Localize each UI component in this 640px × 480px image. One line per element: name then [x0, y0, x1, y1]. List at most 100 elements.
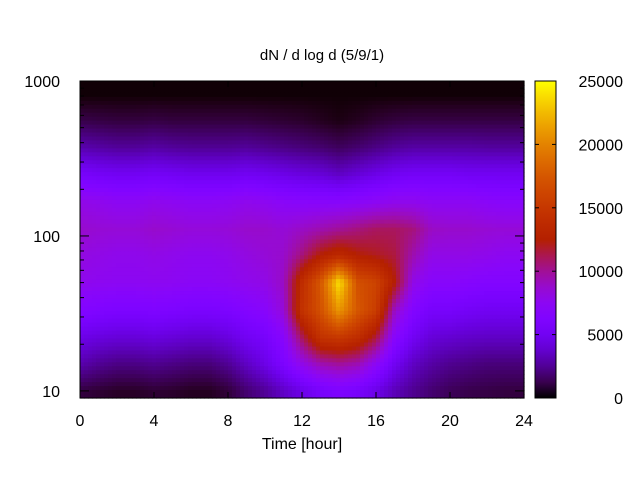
- heatmap-cell: [352, 160, 357, 165]
- heatmap-cell: [352, 152, 357, 157]
- heatmap-cell: [456, 187, 461, 193]
- heatmap-cell: [260, 168, 265, 173]
- heatmap-cell: [128, 81, 133, 86]
- heatmap-cell: [196, 144, 201, 149]
- heatmap-cell: [256, 251, 261, 256]
- heatmap-cell: [492, 152, 497, 157]
- heatmap-cell: [488, 227, 493, 233]
- heatmap-cell: [468, 180, 473, 185]
- heatmap-cell: [328, 120, 333, 126]
- heatmap-cell: [88, 239, 93, 245]
- heatmap-cell: [200, 96, 205, 102]
- heatmap-cell: [448, 203, 453, 209]
- heatmap-cell: [136, 168, 141, 173]
- heatmap-cell: [436, 187, 441, 193]
- heatmap-cell: [480, 152, 485, 157]
- heatmap-cell: [360, 187, 365, 193]
- heatmap-cell: [312, 251, 317, 256]
- heatmap-cell: [168, 211, 173, 217]
- heatmap-cell: [160, 184, 165, 189]
- heatmap-cell: [160, 144, 165, 149]
- heatmap-cell: [120, 211, 125, 217]
- heatmap-cell: [500, 207, 505, 213]
- heatmap-cell: [240, 172, 245, 177]
- heatmap-cell: [452, 108, 457, 114]
- heatmap-cell: [312, 255, 317, 260]
- heatmap-cell: [296, 223, 301, 229]
- heatmap-cell: [220, 108, 225, 114]
- heatmap-cell: [412, 203, 417, 209]
- heatmap-cell: [348, 199, 353, 205]
- heatmap-cell: [304, 148, 309, 153]
- heatmap-cell: [248, 104, 253, 110]
- heatmap-cell: [396, 168, 401, 173]
- heatmap-cell: [204, 104, 209, 110]
- heatmap-cell: [188, 156, 193, 161]
- heatmap-cell: [352, 176, 357, 181]
- heatmap-cell: [160, 199, 165, 205]
- heatmap-cell: [344, 211, 349, 217]
- heatmap-cell: [356, 120, 361, 126]
- heatmap-cell: [384, 108, 389, 114]
- heatmap-cell: [448, 255, 453, 260]
- heatmap-cell: [456, 172, 461, 177]
- heatmap-cell: [468, 219, 473, 225]
- heatmap-cell: [216, 235, 221, 241]
- heatmap-cell: [440, 219, 445, 225]
- heatmap-cell: [292, 223, 297, 229]
- heatmap-cell: [412, 172, 417, 177]
- heatmap-cell: [84, 227, 89, 233]
- heatmap-cell: [312, 116, 317, 122]
- heatmap-cell: [176, 199, 181, 205]
- heatmap-cell: [328, 96, 333, 102]
- heatmap-cell: [256, 148, 261, 153]
- heatmap-cell: [508, 203, 513, 209]
- heatmap-cell: [108, 187, 113, 193]
- heatmap-cell: [140, 227, 145, 233]
- heatmap-cell: [436, 247, 441, 252]
- heatmap-cell: [452, 187, 457, 193]
- heatmap-cell: [364, 136, 369, 142]
- heatmap-cell: [88, 140, 93, 145]
- heatmap-cell: [92, 231, 97, 237]
- heatmap-cell: [436, 100, 441, 106]
- heatmap-cell: [116, 160, 121, 165]
- heatmap-cell: [152, 132, 157, 138]
- heatmap-cell: [100, 247, 105, 252]
- heatmap-cell: [324, 152, 329, 157]
- heatmap-cell: [328, 207, 333, 213]
- heatmap-cell: [172, 199, 177, 205]
- heatmap-cell: [448, 231, 453, 237]
- heatmap-cell: [292, 231, 297, 237]
- heatmap-cell: [228, 81, 233, 86]
- heatmap-cell: [324, 223, 329, 229]
- heatmap-cell: [128, 164, 133, 169]
- heatmap-cell: [284, 96, 289, 102]
- heatmap-cell: [508, 104, 513, 110]
- heatmap-cell: [408, 195, 413, 201]
- heatmap-cell: [224, 112, 229, 118]
- heatmap-cell: [80, 156, 85, 161]
- heatmap-cell: [88, 255, 93, 260]
- heatmap-cell: [208, 199, 213, 205]
- heatmap-cell: [228, 128, 233, 134]
- heatmap-cell: [508, 112, 513, 118]
- heatmap-cell: [356, 164, 361, 169]
- heatmap-cell: [120, 120, 125, 126]
- heatmap-cell: [392, 136, 397, 142]
- heatmap-cell: [276, 164, 281, 169]
- heatmap-cell: [340, 235, 345, 241]
- heatmap-cell: [92, 215, 97, 221]
- heatmap-cell: [488, 132, 493, 138]
- heatmap-cell: [516, 124, 521, 130]
- heatmap-cell: [404, 235, 409, 241]
- heatmap-cell: [312, 92, 317, 98]
- heatmap-cell: [464, 124, 469, 130]
- heatmap-cell: [504, 235, 509, 241]
- heatmap-cell: [280, 92, 285, 98]
- heatmap-cell: [220, 243, 225, 249]
- heatmap-cell: [220, 195, 225, 201]
- heatmap-cell: [156, 140, 161, 145]
- heatmap-cell: [488, 247, 493, 252]
- heatmap-cell: [356, 199, 361, 205]
